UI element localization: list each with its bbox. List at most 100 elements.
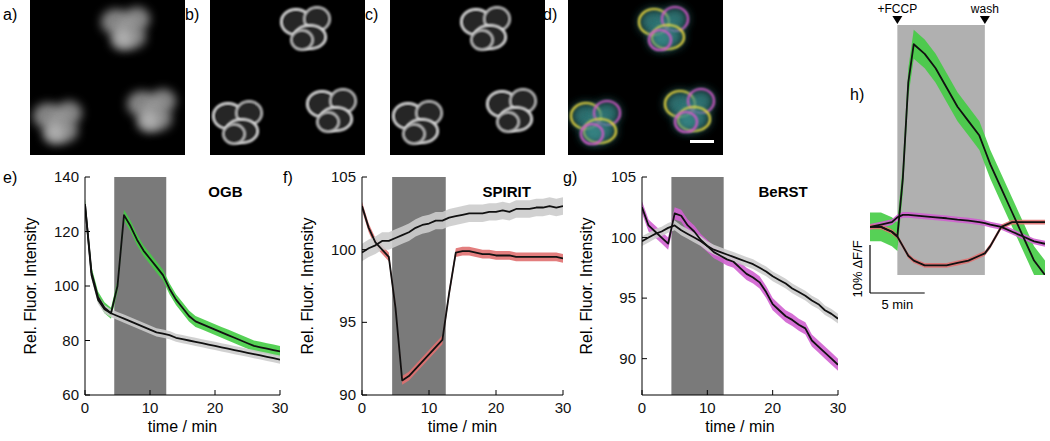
mean-line — [642, 207, 838, 364]
treatment-shade — [114, 177, 166, 395]
mean-line — [85, 204, 280, 351]
mean-line — [870, 222, 1045, 265]
image-background — [568, 0, 723, 155]
y-tick-label: 100 — [331, 241, 356, 258]
mean-line — [642, 225, 838, 318]
cell — [471, 30, 493, 50]
cell — [137, 112, 159, 132]
x-tick-label: 10 — [142, 399, 159, 416]
x-axis-label: time / min — [705, 418, 774, 435]
panel-label: g) — [563, 169, 577, 186]
y-tick-label: 120 — [54, 223, 79, 240]
y-tick — [85, 395, 90, 396]
panel-label: e) — [3, 169, 17, 186]
y-tick-label: 95 — [339, 313, 356, 330]
cell — [43, 124, 65, 144]
y-axis-label: Rel. Fluor. Intensity — [299, 218, 316, 355]
x-tick — [150, 390, 151, 395]
mean-line — [362, 206, 563, 253]
x-tick-label: 20 — [207, 399, 224, 416]
panel-label: d) — [543, 6, 557, 23]
y-tick — [362, 395, 367, 396]
y-axis — [642, 177, 643, 395]
plot-area — [870, 25, 1045, 275]
x-tick-label: 20 — [764, 399, 781, 416]
image-background — [390, 0, 545, 155]
error-band — [642, 201, 838, 371]
panel-label: f) — [283, 169, 293, 186]
chart-title: SPIRIT — [483, 183, 531, 200]
x-scale-label: 5 min — [881, 297, 913, 312]
panel-label: h) — [850, 86, 864, 103]
x-axis-label: time / min — [148, 418, 217, 435]
y-scale-label: 10% ΔF/F — [850, 240, 865, 297]
panel-label: c) — [365, 6, 378, 23]
image-panel — [210, 0, 365, 155]
y-tick-label: 105 — [331, 168, 356, 185]
error-band — [85, 199, 280, 357]
y-tick — [85, 340, 90, 341]
x-tick — [362, 390, 363, 395]
x-tick-label: 0 — [358, 399, 366, 416]
cell — [291, 30, 313, 50]
cell-membrane — [675, 112, 697, 132]
x-tick — [215, 390, 216, 395]
cell-membrane — [581, 124, 603, 144]
error-band — [362, 202, 563, 385]
panel-label: a) — [3, 6, 17, 23]
annotation-text: wash — [970, 2, 999, 16]
panel-label: b) — [185, 6, 199, 23]
y-tick-label: 80 — [62, 332, 79, 349]
y-tick — [85, 231, 90, 232]
cell — [111, 30, 133, 50]
annotation-marker — [980, 16, 990, 24]
cells — [571, 7, 714, 144]
cell — [223, 124, 245, 144]
y-axis — [362, 177, 363, 395]
y-tick — [362, 322, 367, 323]
x-tick — [429, 390, 430, 395]
chart: h) +FCCP wash 10% ΔF/F 5 min — [850, 2, 1045, 312]
x-tick — [85, 390, 86, 395]
y-tick — [85, 286, 90, 287]
cells — [393, 7, 536, 144]
x-tick-label: 30 — [555, 399, 572, 416]
x-tick — [772, 390, 773, 395]
plot-area — [642, 177, 838, 395]
chart: 01020309095100105BeRSTtime / minRel. Flu… — [563, 168, 846, 435]
chart-title: OGB — [208, 183, 242, 200]
y-axis-label: Rel. Fluor. Intensity — [578, 218, 595, 355]
cell — [317, 112, 339, 132]
x-tick — [563, 390, 564, 395]
error-band — [85, 200, 280, 364]
y-tick — [85, 177, 90, 178]
y-tick — [642, 358, 647, 359]
chart: 01020306080100120140OGBtime / minRel. Fl… — [3, 168, 288, 435]
y-axis-label: Rel. Fluor. Intensity — [22, 218, 39, 355]
annotation-marker — [892, 16, 902, 24]
x-scale-bar — [870, 292, 925, 293]
x-tick-label: 0 — [81, 399, 89, 416]
plot-area — [85, 177, 280, 395]
cells — [33, 7, 176, 144]
y-tick — [642, 298, 647, 299]
y-tick-label: 140 — [54, 168, 79, 185]
x-axis-label: time / min — [428, 418, 497, 435]
x-tick-label: 20 — [488, 399, 505, 416]
x-tick — [280, 390, 281, 395]
image-background — [30, 0, 185, 155]
cell — [403, 124, 425, 144]
cell — [675, 112, 697, 132]
chart: 01020309095100105SPIRITtime / minRel. Fl… — [283, 168, 571, 435]
x-tick-label: 10 — [699, 399, 716, 416]
x-tick — [707, 390, 708, 395]
mean-line — [870, 215, 1045, 244]
y-tick — [362, 249, 367, 250]
mean-line — [870, 44, 1045, 275]
cell — [649, 30, 671, 50]
x-tick — [642, 390, 643, 395]
chart-title: BeRST — [759, 183, 808, 200]
x-tick — [838, 390, 839, 395]
annotation-text: +FCCP — [878, 2, 918, 16]
y-scale-bar — [869, 245, 870, 293]
